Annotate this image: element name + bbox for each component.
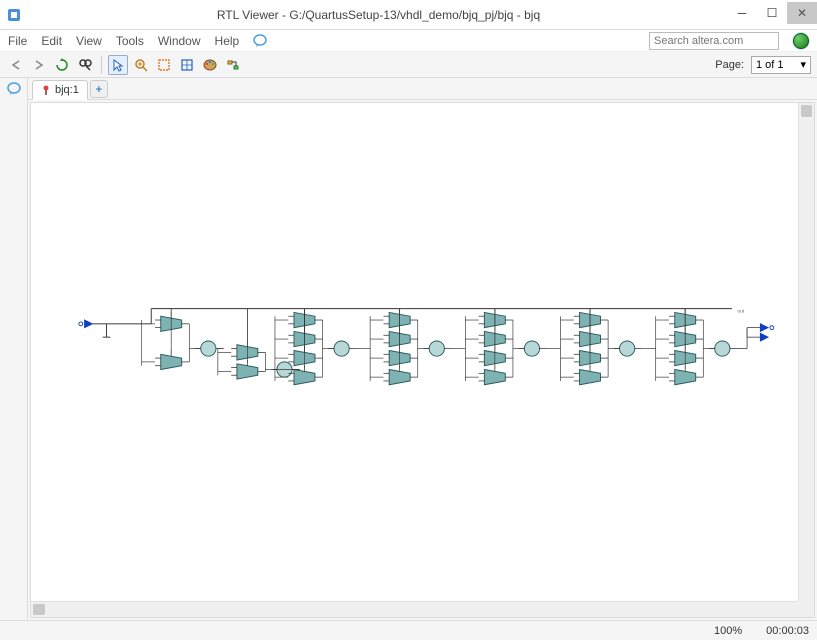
menu-bar: File Edit View Tools Window Help bbox=[0, 30, 817, 52]
vertical-scrollbar[interactable] bbox=[798, 103, 814, 601]
page-selector[interactable]: 1 of 1▾ bbox=[751, 56, 811, 74]
nav-forward-button[interactable] bbox=[29, 55, 49, 75]
nav-back-button[interactable] bbox=[6, 55, 26, 75]
tab-label: bjq:1 bbox=[55, 84, 79, 96]
schematic-canvas[interactable]: out bbox=[30, 102, 815, 618]
window-buttons: ─ ☐ ✕ bbox=[727, 6, 817, 24]
pointer-tool-button[interactable] bbox=[108, 55, 128, 75]
maximize-button[interactable]: ☐ bbox=[757, 2, 787, 24]
fit-selection-button[interactable] bbox=[154, 55, 174, 75]
menu-view[interactable]: View bbox=[76, 34, 102, 48]
chevron-down-icon: ▾ bbox=[800, 58, 806, 71]
tab-bjq[interactable]: bjq:1 bbox=[32, 80, 88, 100]
elapsed-time: 00:00:03 bbox=[766, 625, 809, 637]
rtl-diagram: out bbox=[31, 103, 814, 617]
netlist-button[interactable] bbox=[223, 55, 243, 75]
refresh-button[interactable] bbox=[52, 55, 72, 75]
add-tab-button[interactable]: + bbox=[90, 80, 108, 98]
menu-tools[interactable]: Tools bbox=[116, 34, 144, 48]
main-toolbar: Page: 1 of 1▾ bbox=[0, 52, 817, 78]
menu-file[interactable]: File bbox=[8, 34, 27, 48]
status-bar: 100% 00:00:03 bbox=[0, 620, 817, 640]
scroll-corner bbox=[798, 601, 814, 617]
svg-text:out: out bbox=[738, 308, 745, 314]
pin-icon bbox=[41, 85, 51, 95]
find-button[interactable] bbox=[75, 55, 95, 75]
tab-strip: bjq:1 + bbox=[28, 78, 817, 100]
bookmark-bubble-icon[interactable] bbox=[7, 82, 21, 96]
window-title: RTL Viewer - G:/QuartusSetup-13/vhdl_dem… bbox=[30, 8, 727, 22]
main-pane: bjq:1 + out bbox=[28, 78, 817, 620]
search-input[interactable] bbox=[649, 32, 779, 50]
minimize-button[interactable]: ─ bbox=[727, 2, 757, 24]
zoom-level: 100% bbox=[714, 625, 742, 637]
globe-icon[interactable] bbox=[793, 33, 809, 49]
help-bubble-icon[interactable] bbox=[253, 34, 267, 48]
work-area: bjq:1 + out bbox=[0, 78, 817, 620]
app-icon bbox=[6, 7, 22, 23]
zoom-tool-button[interactable] bbox=[131, 55, 151, 75]
window-titlebar: RTL Viewer - G:/QuartusSetup-13/vhdl_dem… bbox=[0, 0, 817, 30]
menu-window[interactable]: Window bbox=[158, 34, 201, 48]
close-button[interactable]: ✕ bbox=[787, 2, 817, 24]
palette-button[interactable] bbox=[200, 55, 220, 75]
menu-help[interactable]: Help bbox=[215, 34, 240, 48]
horizontal-scrollbar[interactable] bbox=[31, 601, 798, 617]
left-rail bbox=[0, 78, 28, 620]
menu-edit[interactable]: Edit bbox=[41, 34, 62, 48]
fit-page-button[interactable] bbox=[177, 55, 197, 75]
page-label: Page: bbox=[715, 59, 744, 71]
